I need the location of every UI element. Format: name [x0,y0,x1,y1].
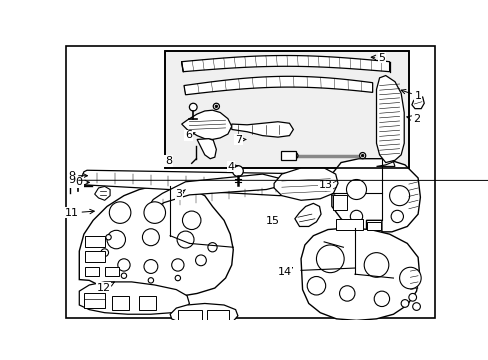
Bar [207,310,228,320]
Polygon shape [147,174,281,209]
Polygon shape [183,76,372,95]
Circle shape [105,235,111,240]
Polygon shape [182,55,389,72]
Text: 3: 3 [175,189,185,199]
Circle shape [316,245,344,273]
Text: 15: 15 [265,216,280,226]
Circle shape [175,275,180,281]
Text: 2: 2 [406,114,419,125]
Circle shape [390,210,403,222]
Polygon shape [79,186,233,297]
Circle shape [101,249,108,256]
Circle shape [177,231,194,248]
Text: 1: 1 [400,90,421,101]
Bar [164,51,408,168]
Polygon shape [331,159,420,232]
Circle shape [400,300,408,307]
Circle shape [346,180,366,199]
Polygon shape [79,282,189,314]
Bar [84,293,105,308]
Circle shape [291,153,297,159]
Circle shape [408,293,416,301]
Bar [366,222,380,230]
Polygon shape [274,168,337,200]
Bar [85,251,104,262]
Text: 8: 8 [164,156,172,166]
Text: 7: 7 [235,135,245,145]
Circle shape [293,154,296,157]
Circle shape [361,154,363,157]
Circle shape [118,259,130,271]
Circle shape [143,202,165,223]
Polygon shape [411,95,424,109]
Bar [85,266,99,276]
Bar [333,195,346,210]
Polygon shape [79,170,299,195]
Text: 12: 12 [97,282,114,293]
Circle shape [349,210,362,222]
Circle shape [121,273,126,278]
Circle shape [412,303,420,310]
Circle shape [389,186,409,206]
Circle shape [109,202,131,223]
Polygon shape [294,203,321,226]
Text: 10: 10 [69,177,89,187]
Text: 11: 11 [64,208,94,218]
Polygon shape [95,186,110,200]
Circle shape [232,166,243,176]
Polygon shape [376,162,394,166]
Polygon shape [197,139,216,159]
Bar [139,296,156,310]
Circle shape [207,243,217,252]
Bar [104,266,118,276]
Circle shape [143,260,158,274]
Polygon shape [231,122,293,137]
Polygon shape [170,303,238,325]
Text: 9: 9 [68,171,87,181]
Circle shape [339,286,354,301]
Circle shape [195,255,206,266]
Text: 9: 9 [68,175,488,188]
Text: 13: 13 [318,180,332,191]
Circle shape [171,259,183,271]
Circle shape [373,291,389,307]
Bar [164,51,408,168]
Text: 5: 5 [370,53,385,63]
Bar [281,151,296,160]
Bar [85,237,104,247]
Circle shape [148,278,153,283]
Circle shape [306,276,325,295]
Polygon shape [376,76,404,163]
Bar [178,310,202,320]
Circle shape [364,253,388,277]
Circle shape [213,103,219,109]
Text: 4: 4 [227,162,238,172]
Polygon shape [182,110,231,139]
Circle shape [399,267,420,289]
Circle shape [215,105,217,108]
Circle shape [182,211,201,230]
Bar [112,296,129,310]
Bar [336,219,363,230]
Text: 6: 6 [184,130,195,140]
Polygon shape [301,228,419,320]
Circle shape [107,230,125,249]
Circle shape [189,103,197,111]
Text: 14: 14 [277,267,292,278]
Circle shape [142,229,159,246]
Circle shape [359,153,365,159]
